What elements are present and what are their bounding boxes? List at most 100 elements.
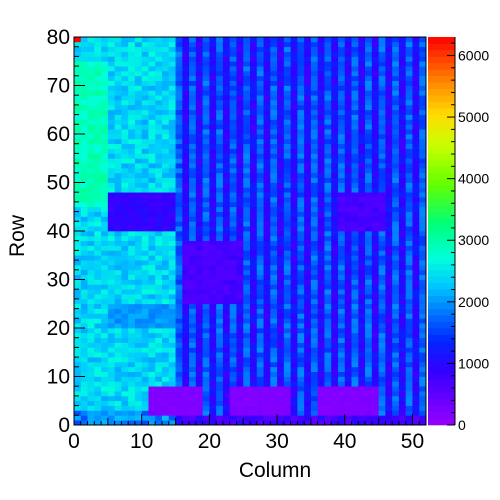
heatmap-cell: [94, 211, 102, 217]
heatmap-cell: [412, 381, 420, 387]
heatmap-cell: [182, 158, 190, 164]
heatmap-cell: [222, 41, 231, 48]
heatmap-cell: [398, 216, 407, 222]
heatmap-cell: [148, 37, 156, 43]
heatmap-cell: [229, 395, 237, 402]
heatmap-cell: [216, 328, 224, 334]
heatmap-cell: [277, 95, 285, 101]
heatmap-cell: [182, 308, 190, 314]
heatmap-cell: [148, 197, 156, 203]
heatmap-cell: [283, 153, 291, 159]
heatmap-cell: [195, 201, 203, 208]
heatmap-cell: [385, 279, 393, 285]
heatmap-cell: [229, 163, 237, 169]
heatmap-cell: [168, 119, 176, 125]
color-scale-swatch: [428, 179, 455, 187]
heatmap-cell: [195, 274, 203, 280]
heatmap-cell: [331, 245, 339, 251]
heatmap-cell: [283, 352, 291, 358]
heatmap-cell: [175, 376, 183, 382]
heatmap-cell: [80, 420, 88, 426]
heatmap-cell: [168, 187, 176, 193]
heatmap-cell: [216, 386, 224, 392]
heatmap-cell: [358, 381, 366, 387]
heatmap-cell: [378, 95, 386, 101]
heatmap-cell: [405, 308, 413, 314]
heatmap-cell: [121, 221, 129, 227]
heatmap-cell: [331, 318, 339, 324]
heatmap-cell: [189, 298, 197, 305]
heatmap-cell: [229, 61, 237, 67]
heatmap-cell: [101, 395, 109, 402]
heatmap-cell: [358, 376, 366, 382]
heatmap-cell: [304, 187, 312, 193]
heatmap-cell: [148, 361, 156, 368]
heatmap-cell: [155, 85, 163, 91]
heatmap-cell: [405, 158, 413, 164]
heatmap-cell: [371, 294, 379, 300]
heatmap-cell: [351, 231, 359, 237]
heatmap-cell: [182, 138, 190, 145]
heatmap-cell: [419, 80, 427, 86]
heatmap-cell: [344, 289, 352, 295]
heatmap-cell: [344, 66, 352, 72]
heatmap-cell: [74, 163, 82, 169]
heatmap-cell: [270, 187, 278, 193]
heatmap-cell: [155, 410, 163, 416]
heatmap-cell: [202, 371, 210, 377]
heatmap-cell: [304, 221, 312, 227]
heatmap-cell: [351, 274, 359, 280]
heatmap-cell: [195, 37, 203, 43]
heatmap-cell: [317, 187, 325, 193]
heatmap-cell: [290, 148, 298, 154]
heatmap-cell: [256, 328, 264, 334]
heatmap-cell: [385, 308, 393, 314]
heatmap-cell: [209, 323, 217, 329]
heatmap-cell: [256, 279, 264, 285]
heatmap-cell: [94, 226, 102, 232]
heatmap-cell: [256, 100, 264, 106]
heatmap-cell: [304, 153, 312, 159]
heatmap-cell: [351, 420, 359, 426]
heatmap-cell: [385, 328, 393, 334]
heatmap-cell: [290, 260, 298, 266]
heatmap-cell: [175, 386, 183, 392]
heatmap-cell: [256, 41, 264, 48]
heatmap-cell: [338, 197, 346, 203]
heatmap-cell: [168, 177, 176, 183]
heatmap-cell: [168, 235, 176, 242]
heatmap-cell: [419, 51, 427, 57]
heatmap-cell: [148, 303, 156, 309]
heatmap-cell: [134, 41, 143, 48]
heatmap-cell: [141, 114, 149, 120]
heatmap-cell: [182, 371, 190, 377]
heatmap-cell: [148, 298, 156, 305]
heatmap-cell: [365, 235, 373, 242]
heatmap-cell: [141, 303, 149, 309]
heatmap-cell: [405, 41, 413, 48]
heatmap-cell: [385, 56, 393, 62]
heatmap-cell: [243, 298, 251, 305]
heatmap-cell: [182, 167, 190, 174]
heatmap-cell: [310, 260, 319, 266]
color-scale-swatch: [428, 37, 455, 44]
heatmap-cell: [277, 332, 285, 339]
heatmap-cell: [222, 337, 231, 343]
heatmap-cell: [128, 187, 136, 193]
heatmap-cell: [175, 240, 183, 246]
heatmap-cell: [141, 381, 149, 387]
heatmap-cell: [121, 269, 129, 275]
heatmap-cell: [107, 172, 115, 178]
heatmap-cell: [263, 138, 271, 145]
heatmap-cell: [195, 148, 203, 154]
heatmap-cell: [236, 328, 244, 334]
heatmap-cell: [182, 95, 190, 101]
heatmap-cell: [175, 245, 183, 251]
heatmap-cell: [134, 148, 143, 154]
heatmap-cell: [128, 357, 136, 363]
heatmap-cell: [189, 37, 197, 43]
heatmap-cell: [229, 255, 237, 261]
heatmap-cell: [317, 313, 325, 319]
heatmap-cell: [270, 260, 278, 266]
heatmap-cell: [351, 381, 359, 387]
